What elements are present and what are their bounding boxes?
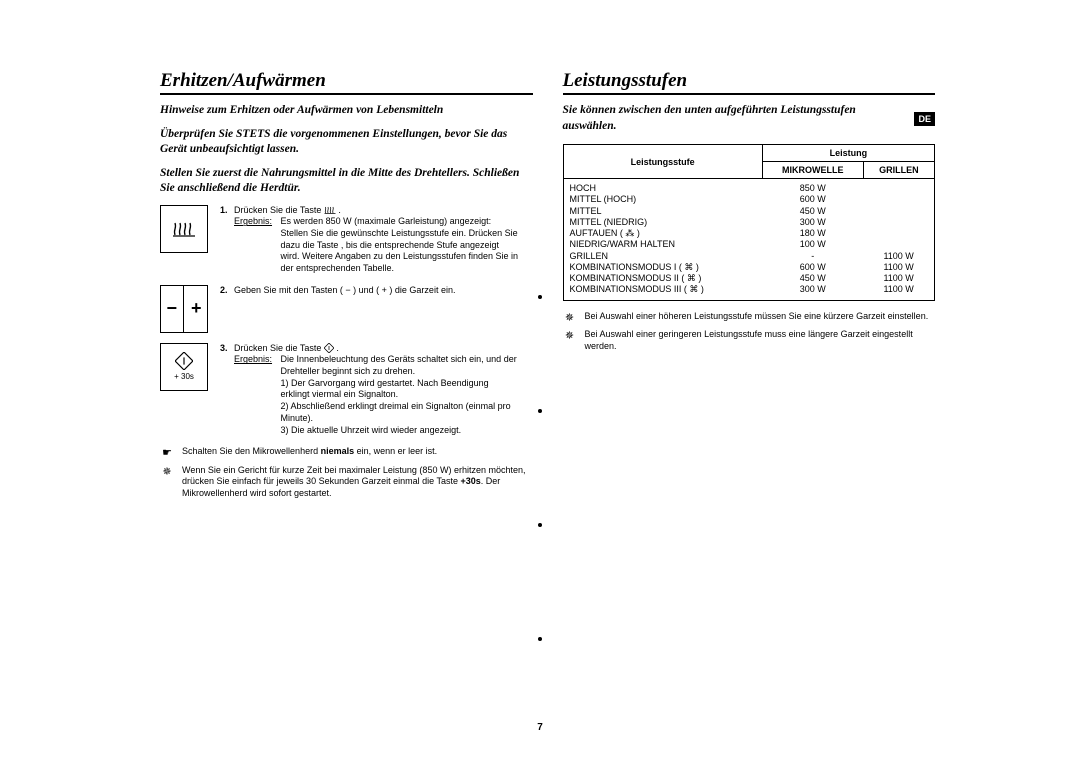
note1-bold: niemals bbox=[321, 446, 355, 456]
step3-erg-1: 1) Der Garvorgang wird gestartet. Nach B… bbox=[281, 378, 489, 400]
step-3: + 30s 3.Drücken Sie die Taste . Ergebnis… bbox=[160, 343, 533, 437]
check-icon: ✵ bbox=[563, 329, 577, 352]
binding-dots bbox=[538, 295, 542, 641]
table-row: MITTEL (HOCH)600 W bbox=[563, 194, 935, 205]
th-power: Leistung bbox=[762, 145, 934, 162]
left-notes: ☛ Schalten Sie den Mikrowellenherd niema… bbox=[160, 446, 533, 499]
erg-label-1: Ergebnis: bbox=[234, 216, 272, 226]
table-row: AUFTAUEN ( ⁂ )180 W bbox=[563, 228, 935, 239]
th-micro: MIKROWELLE bbox=[762, 162, 863, 179]
power-table-body: HOCH850 WMITTEL (HOCH)600 WMITTEL450 WMI… bbox=[563, 179, 935, 301]
left-intro-3: Stellen Sie zuerst die Nahrungsmittel in… bbox=[160, 166, 533, 197]
step-1: 1.Drücken Sie die Taste . Ergebnis: Es w… bbox=[160, 205, 533, 275]
step-2: − + 2.Geben Sie mit den Tasten ( − ) und… bbox=[160, 285, 533, 333]
step3-erg-3: 3) Die aktuelle Uhrzeit wird wieder ange… bbox=[281, 425, 462, 435]
plus-minus-icon: − + bbox=[160, 285, 208, 333]
step3-num: 3. bbox=[220, 343, 234, 355]
table-row: KOMBINATIONSMODUS III ( ⌘ )300 W1100 W bbox=[563, 284, 935, 300]
right-column: Leistungsstufen Sie können zwischen den … bbox=[563, 70, 936, 504]
step3-line: Drücken Sie die Taste bbox=[234, 343, 324, 353]
check-icon: ✵ bbox=[160, 465, 174, 500]
left-title: Erhitzen/Aufwärmen bbox=[160, 70, 533, 95]
table-row: KOMBINATIONSMODUS I ( ⌘ )600 W1100 W bbox=[563, 262, 935, 273]
right-notes: ✵ Bei Auswahl einer höheren Leistungsstu… bbox=[563, 311, 936, 353]
step3-erg-intro: Die Innenbeleuchtung des Geräts schaltet… bbox=[281, 354, 517, 376]
plus30-label: + 30s bbox=[174, 372, 194, 381]
step1-erg: Es werden 850 W (maximale Garleistung) a… bbox=[275, 216, 520, 274]
minus-half: − bbox=[161, 286, 184, 332]
step3-erg-2: 2) Abschließend erklingt dreimal ein Sig… bbox=[281, 401, 511, 423]
step1-num: 1. bbox=[220, 205, 234, 217]
step1-line: Drücken Sie die Taste bbox=[234, 205, 324, 215]
heater-icon bbox=[160, 205, 208, 253]
th-grill: GRILLEN bbox=[863, 162, 934, 179]
step2-line: Geben Sie mit den Tasten ( − ) und ( + )… bbox=[234, 285, 455, 295]
table-row: NIEDRIG/WARM HALTEN100 W bbox=[563, 239, 935, 250]
plus-half: + bbox=[186, 286, 208, 332]
note2-bold: +30s bbox=[461, 476, 481, 486]
table-row: HOCH850 W bbox=[563, 179, 935, 195]
right-title: Leistungsstufen bbox=[563, 70, 936, 95]
th-level: Leistungsstufe bbox=[563, 145, 762, 179]
table-row: GRILLEN-1100 W bbox=[563, 251, 935, 262]
step2-num: 2. bbox=[220, 285, 234, 297]
right-note-2: Bei Auswahl einer geringeren Leistungsst… bbox=[585, 329, 936, 352]
left-column: Erhitzen/Aufwärmen Hinweise zum Erhitzen… bbox=[160, 70, 533, 504]
left-intro-1: Hinweise zum Erhitzen oder Aufwärmen von… bbox=[160, 103, 533, 119]
table-row: MITTEL450 W bbox=[563, 206, 935, 217]
left-intro-2: Überprüfen Sie STETS die vorgenommenen E… bbox=[160, 127, 533, 158]
power-table: Leistungsstufe Leistung MIKROWELLE GRILL… bbox=[563, 144, 936, 301]
pointing-hand-icon: ☛ bbox=[160, 446, 174, 460]
check-icon: ✵ bbox=[563, 311, 577, 325]
right-intro: Sie können zwischen den unten aufgeführt… bbox=[563, 103, 936, 134]
table-row: MITTEL (NIEDRIG)300 W bbox=[563, 217, 935, 228]
table-row: KOMBINATIONSMODUS II ( ⌘ )450 W1100 W bbox=[563, 273, 935, 284]
language-tag: DE bbox=[914, 112, 935, 126]
manual-page: DE Erhitzen/Aufwärmen Hinweise zum Erhit… bbox=[0, 0, 1080, 763]
note1-pre: Schalten Sie den Mikrowellenherd bbox=[182, 446, 321, 456]
right-note-1: Bei Auswahl einer höheren Leistungsstufe… bbox=[585, 311, 936, 325]
note1-post: ein, wenn er leer ist. bbox=[354, 446, 437, 456]
erg-label-3: Ergebnis: bbox=[234, 354, 272, 364]
page-number: 7 bbox=[0, 722, 1080, 733]
start-icon: + 30s bbox=[160, 343, 208, 391]
